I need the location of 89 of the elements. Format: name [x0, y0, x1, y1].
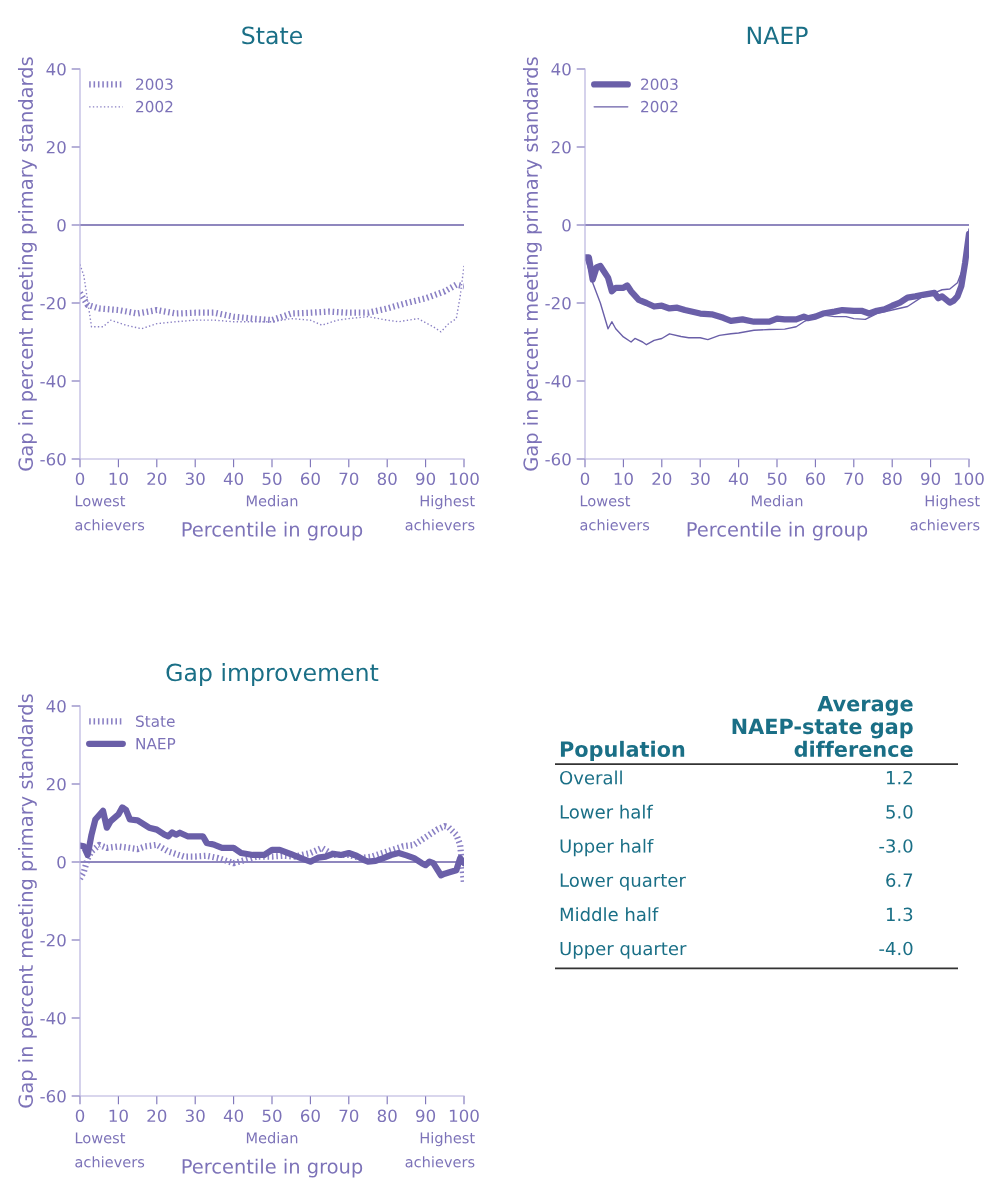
y-tick-label: 20 — [551, 140, 571, 154]
y-tick-label: -40 — [40, 374, 66, 388]
category-label: Overall — [560, 770, 622, 785]
x-tick-label: 40 — [728, 472, 749, 486]
x-axis-title: Percentile in group — [182, 521, 363, 541]
x-tick-label: 10 — [109, 1109, 128, 1123]
x-tick-label: 0 — [75, 472, 85, 486]
x-tick-label: 40 — [223, 472, 244, 486]
y-tick-label: 0 — [57, 855, 66, 869]
y-tick-label: -40 — [40, 1011, 66, 1025]
text: Highest achievers — [405, 1132, 475, 1168]
x-tick-label: 70 — [844, 472, 864, 486]
x-tick-label: 30 — [185, 1109, 205, 1123]
y-tick-label: -60 — [545, 452, 571, 466]
x-tick-label: 10 — [614, 472, 633, 486]
text: Average NAEP-state gap difference — [732, 696, 913, 757]
chart-title: State — [242, 26, 302, 45]
y-tick-label: -20 — [40, 933, 66, 947]
y-tick-label: -60 — [40, 452, 66, 466]
x-tick-label: 0 — [580, 472, 590, 486]
y-axis-title: Gap in percent meeting primary standards — [522, 57, 542, 471]
x-tick-label: 10 — [109, 472, 128, 486]
x-axis-title: Percentile in group — [182, 1158, 363, 1178]
y-tick-label: 40 — [46, 699, 66, 713]
text: Population — [560, 740, 685, 761]
x-tick-label: 100 — [954, 472, 984, 486]
legend-label: 2002 — [641, 100, 678, 113]
category-label: Lower quarter — [560, 873, 686, 891]
x-tick-label: 80 — [882, 472, 902, 486]
text: Highest achievers — [910, 495, 980, 531]
legend-label: State — [136, 715, 175, 727]
category-label: Middle half — [560, 907, 659, 922]
y-tick-label: -40 — [545, 374, 571, 388]
text: -4.0 — [879, 941, 913, 956]
y-tick-label: -60 — [40, 1089, 66, 1103]
text: Lowest achievers — [580, 495, 650, 531]
text: Highest achievers — [405, 495, 475, 531]
y-axis-title: Gap in percent meeting primary standards — [17, 57, 37, 471]
x-tick-label: 30 — [690, 472, 710, 486]
y-tick-label: -20 — [545, 296, 571, 310]
y-tick-label: -20 — [40, 296, 66, 310]
x-tick-label: 40 — [223, 1109, 244, 1123]
x-tick-label: 100 — [449, 1109, 479, 1123]
category-label: Upper half — [560, 838, 654, 857]
text: 6.7 — [886, 873, 913, 888]
x-tick-label: 100 — [449, 472, 479, 486]
x-tick-label: 20 — [652, 472, 672, 486]
x-tick-label: 50 — [767, 472, 787, 486]
legend-label: 2003 — [641, 78, 678, 90]
legend-label: 2003 — [136, 78, 173, 90]
x-tick-label: 90 — [416, 472, 436, 486]
x-tick-label: 80 — [377, 472, 397, 486]
x-tick-label: 50 — [262, 472, 282, 486]
text: Median — [246, 495, 298, 507]
x-tick-label: 60 — [300, 1109, 320, 1123]
x-tick-label: 60 — [300, 472, 320, 486]
text: Lowest achievers — [75, 1132, 145, 1168]
y-tick-label: 20 — [46, 777, 66, 791]
text: Median — [246, 1132, 298, 1144]
y-tick-label: 40 — [551, 62, 571, 76]
x-tick-label: 70 — [339, 472, 359, 486]
text: Lowest achievers — [75, 495, 145, 531]
x-tick-label: 0 — [75, 1109, 85, 1123]
text: Median — [751, 495, 803, 507]
x-tick-label: 70 — [339, 1109, 359, 1123]
text: -3.0 — [879, 839, 913, 853]
legend-label: 2002 — [136, 100, 173, 113]
y-tick-label: 40 — [46, 62, 66, 76]
text: 5.0 — [886, 805, 913, 819]
x-tick-label: 60 — [805, 472, 825, 486]
text: 1.3 — [886, 907, 913, 922]
y-axis-title: Gap in percent meeting primary standards — [17, 694, 37, 1108]
x-axis-title: Percentile in group — [687, 521, 868, 541]
x-tick-label: 20 — [147, 472, 167, 486]
y-tick-label: 0 — [57, 218, 66, 232]
x-tick-label: 80 — [377, 1109, 397, 1123]
chart-title: Gap improvement — [166, 663, 379, 686]
legend-label: NAEP — [136, 738, 176, 750]
category-label: Lower half — [560, 804, 654, 819]
x-tick-label: 30 — [185, 472, 205, 486]
x-tick-label: 50 — [262, 1109, 282, 1123]
category-label: Upper quarter — [560, 941, 687, 959]
chart-title: NAEP — [747, 26, 808, 44]
x-tick-label: 20 — [147, 1109, 167, 1123]
x-tick-label: 90 — [921, 472, 941, 486]
y-tick-label: 20 — [46, 140, 66, 154]
x-tick-label: 90 — [416, 1109, 436, 1123]
y-tick-label: 0 — [562, 218, 571, 232]
text: 1.2 — [886, 770, 912, 785]
